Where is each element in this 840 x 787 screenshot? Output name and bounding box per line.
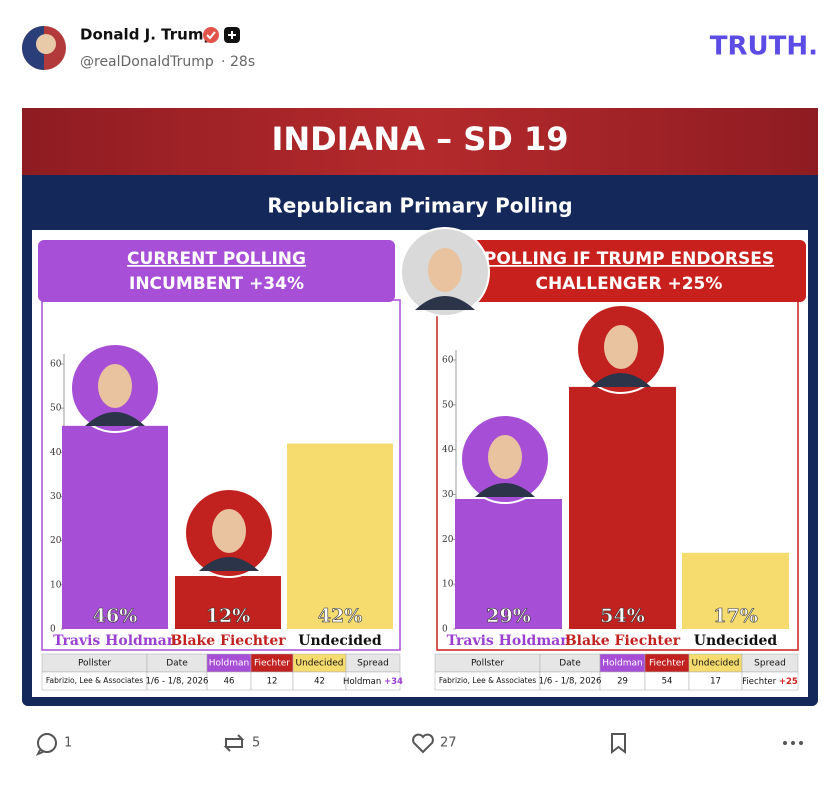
table-spread: Holdman +34 <box>343 677 403 687</box>
table-header: Undecided <box>692 659 740 669</box>
more-button[interactable] <box>783 741 803 745</box>
y-tick-label: 30 <box>442 490 454 500</box>
image-subtitle: Republican Primary Polling <box>267 194 572 218</box>
y-tick-label: 10 <box>50 580 62 590</box>
table-value: 1/6 - 1/8, 2026 <box>539 677 602 687</box>
panel-heading: POLLING IF TRUMP ENDORSES <box>484 249 774 269</box>
table-header: Pollster <box>78 659 111 669</box>
table-value: 1/6 - 1/8, 2026 <box>146 677 209 687</box>
y-tick-label: 20 <box>50 536 62 546</box>
reply-count: 1 <box>64 736 72 751</box>
reply-button[interactable] <box>35 733 57 756</box>
category-label: Travis Holdman <box>447 633 571 649</box>
table-header: Fiechter <box>649 659 685 669</box>
spread-value: +25 <box>779 677 798 687</box>
table-cell <box>345 671 401 691</box>
photo-face <box>428 248 462 292</box>
table-header: Holdman <box>209 659 249 669</box>
table-value: 29 <box>617 677 628 687</box>
spread-name: Fiechter <box>742 677 776 687</box>
value-label: 46% <box>93 605 138 627</box>
y-tick-label: 60 <box>50 360 62 370</box>
value-label: 42% <box>318 605 363 627</box>
bar <box>62 425 168 629</box>
photo-suit <box>199 557 259 571</box>
timestamp: 28s <box>230 54 255 70</box>
photo-face <box>604 325 638 369</box>
table-value: 46 <box>224 677 235 687</box>
table-value: 17 <box>710 677 721 687</box>
y-tick-label: 30 <box>50 492 62 502</box>
repost-count: 5 <box>252 736 260 751</box>
value-label: 12% <box>206 605 251 627</box>
repost-button[interactable] <box>223 734 245 752</box>
bar <box>287 443 393 629</box>
table-header: Undecided <box>296 659 344 669</box>
handle[interactable]: @realDonaldTrump <box>80 54 214 70</box>
bar <box>569 386 676 629</box>
logo[interactable]: TRUTH. <box>710 32 818 62</box>
y-tick-label: 0 <box>442 625 448 635</box>
y-tick-label: 10 <box>442 580 454 590</box>
panel-header <box>38 240 395 302</box>
panel-heading: CURRENT POLLING <box>127 249 306 269</box>
table-value: 12 <box>267 677 278 687</box>
y-tick-label: 40 <box>442 445 454 455</box>
table-header: Holdman <box>602 659 642 669</box>
panel-subheading: INCUMBENT +34% <box>129 274 304 294</box>
bar <box>682 552 789 629</box>
spread-name: Holdman <box>343 677 381 687</box>
like-count: 27 <box>440 736 457 751</box>
y-tick-label: 20 <box>442 535 454 545</box>
photo-suit <box>591 373 651 387</box>
category-label: Blake Fiechter <box>170 633 286 649</box>
value-label: 54% <box>600 605 645 627</box>
table-spread: Fiechter +25 <box>742 677 798 687</box>
table-header: Pollster <box>471 659 504 669</box>
value-label: 29% <box>486 605 531 627</box>
spread-value: +34 <box>384 677 403 687</box>
table-header: Spread <box>754 659 786 669</box>
table-header: Spread <box>357 659 389 669</box>
y-tick-label: 0 <box>50 625 56 635</box>
avatar[interactable] <box>22 26 66 70</box>
photo-suit <box>85 412 145 426</box>
plus-badge <box>224 27 240 43</box>
table-value: Fabrizio, Lee & Associates <box>46 676 143 685</box>
y-tick-label: 50 <box>50 404 62 414</box>
photo-suit <box>475 483 535 497</box>
image-title: INDIANA – SD 19 <box>271 120 568 158</box>
bar <box>175 576 281 629</box>
table-header: Date <box>559 659 581 669</box>
y-tick-label: 60 <box>442 356 454 366</box>
table-header: Date <box>166 659 188 669</box>
category-label: Undecided <box>298 633 382 649</box>
panel-subheading: CHALLENGER +25% <box>536 274 723 294</box>
like-button[interactable] <box>412 733 434 754</box>
category-label: Blake Fiechter <box>565 633 681 649</box>
table-value: Fabrizio, Lee & Associates <box>439 676 536 685</box>
value-label: 17% <box>713 605 758 627</box>
bar <box>455 498 562 629</box>
photo-face <box>98 364 132 408</box>
table-cell <box>741 671 799 691</box>
table-header: Fiechter <box>254 659 290 669</box>
category-label: Undecided <box>694 633 778 649</box>
photo-suit <box>415 296 475 310</box>
table-value: 42 <box>314 677 325 687</box>
y-tick-label: 40 <box>50 448 62 458</box>
bookmark-button[interactable] <box>611 733 626 755</box>
photo-face <box>488 435 522 479</box>
photo-face <box>212 509 246 553</box>
table-value: 54 <box>662 677 673 687</box>
verified-badge <box>203 27 219 43</box>
separator: · <box>221 54 225 70</box>
panel-header <box>412 240 806 302</box>
author[interactable]: Donald J. Trump <box>80 26 214 44</box>
y-tick-label: 50 <box>442 400 454 410</box>
category-label: Travis Holdman <box>53 633 177 649</box>
